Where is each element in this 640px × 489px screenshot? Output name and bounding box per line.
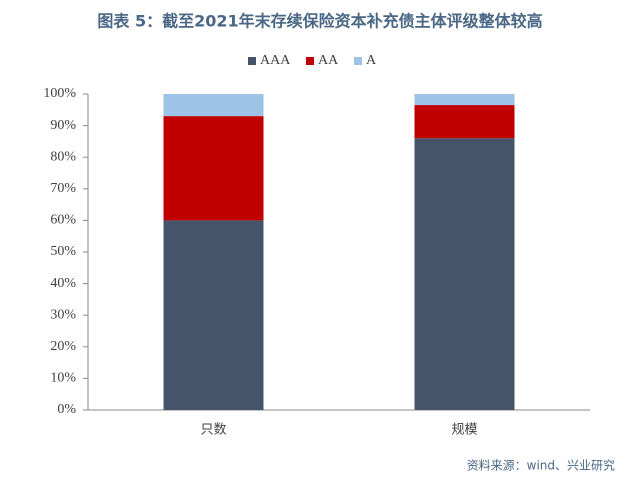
x-tick-label: 规模 (451, 423, 477, 438)
bar-segment (163, 94, 264, 117)
legend-swatch (354, 57, 362, 65)
bar-segment (414, 138, 515, 411)
y-tick-label: 70% (50, 181, 76, 196)
y-tick-label: 30% (50, 307, 76, 322)
y-tick-label: 60% (50, 213, 76, 228)
legend-label: A (366, 53, 377, 68)
bar-segment (163, 220, 264, 410)
source-note: 资料来源：wind、兴业研究 (467, 458, 615, 473)
legend-label: AA (318, 53, 339, 68)
y-tick-label: 90% (50, 118, 76, 133)
x-tick-label: 只数 (200, 423, 226, 438)
legend-label: AAA (260, 53, 291, 68)
bar-segment (414, 94, 515, 106)
bar-segment (163, 116, 264, 221)
y-tick-label: 50% (50, 244, 76, 259)
y-tick-label: 100% (43, 86, 76, 101)
chart-title: 图表 5：截至2021年末存续保险资本补充债主体评级整体较高 (97, 12, 542, 31)
y-tick-label: 10% (50, 371, 76, 386)
y-tick-label: 20% (50, 339, 76, 354)
y-tick-label: 40% (50, 276, 76, 291)
y-tick-label: 80% (50, 149, 76, 164)
legend-swatch (306, 57, 314, 65)
legend-swatch (248, 57, 256, 65)
y-tick-label: 0% (57, 402, 76, 417)
bar-segment (414, 105, 515, 139)
